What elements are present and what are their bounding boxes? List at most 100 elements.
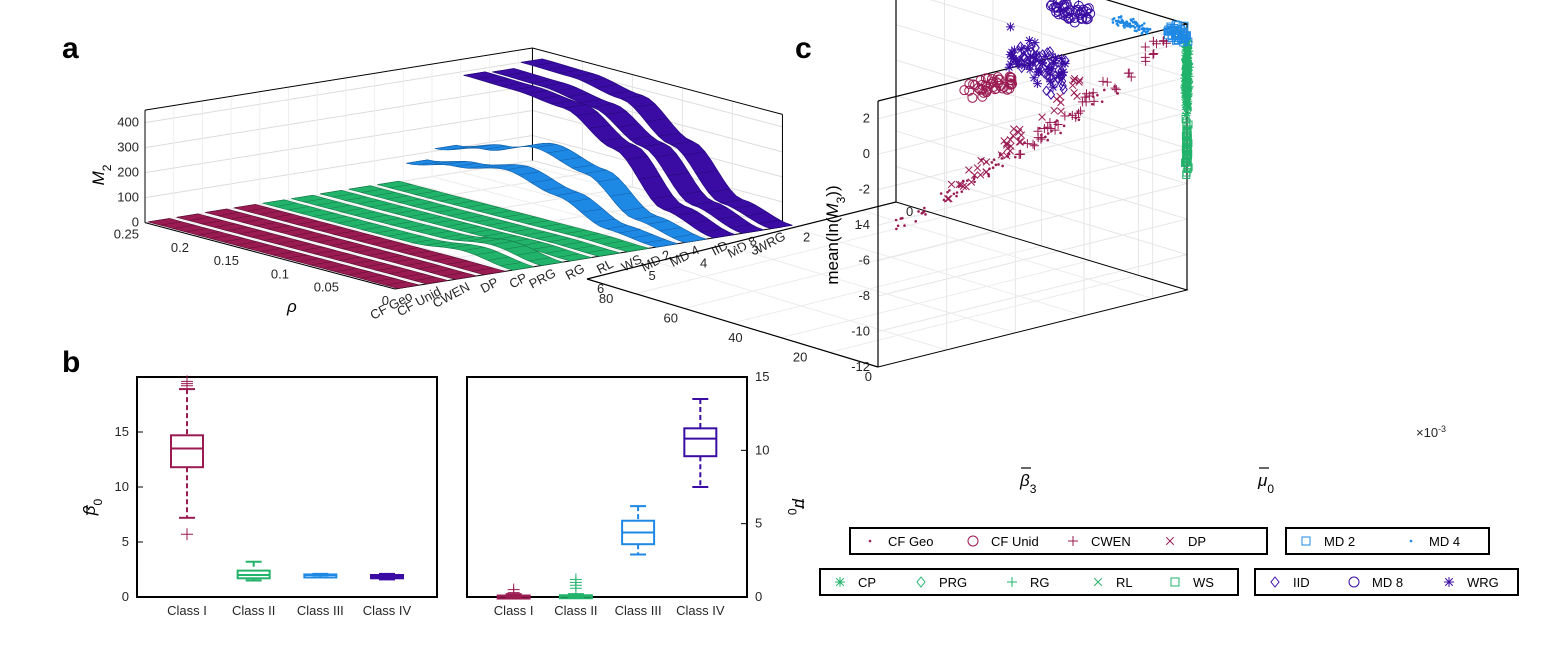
z-axis-label-part: 3 [834,196,848,203]
legend-box [1254,568,1519,596]
ribbon-mesh-line [498,225,521,230]
scatter-point [977,156,985,165]
legend-2: MD 2 MD 4 [1285,527,1490,555]
scatter-point [1083,3,1094,14]
z-tick-label: 0 [132,215,139,230]
ribbon-mesh-line [670,140,693,145]
ribbon-mesh-line [593,218,616,223]
ribbon-mesh-line [557,253,580,258]
ribbon-mesh-line [536,234,558,239]
scatter-point [1060,111,1070,121]
ribbon-mesh-line [395,209,417,214]
ribbon-mesh-line [468,164,491,169]
z-axis-label-sub: 2 [100,164,114,171]
scatter-point [1135,22,1139,26]
scatter-point [1031,42,1040,54]
ribbon-mesh-line [433,257,456,262]
mu-tick-label: 2 [803,230,810,245]
scatter-point [1184,93,1192,101]
scatter-point [1025,64,1035,74]
scatter-point [1053,119,1063,129]
ribbon-mesh-line [602,240,625,245]
scatter-point [1057,98,1065,107]
scatter-point [945,194,953,203]
ribbon-mesh-line [683,151,706,156]
panel-c-scatter-3d: 20-2-4-6-8-10-120204060800123456×10-3mea… [586,0,1446,496]
ribbon-mesh-line [320,190,342,195]
ribbon-mesh-line [470,229,492,234]
scatter-point [1008,51,1018,61]
scatter-point [1112,17,1116,20]
legend-label: CWEN [1091,534,1131,549]
box-class-iii [303,572,338,579]
y-tick-label: 5 [755,516,762,531]
legend-label: DP [1188,534,1206,549]
ribbon-mesh-line [337,219,360,224]
b-left-axes-box [136,376,438,598]
scatter-point [1052,95,1061,103]
ribbon-mesh-line [370,203,392,208]
category-label: Class I [494,603,534,618]
scatter-point [1046,132,1050,135]
scatter-point [955,191,959,194]
mu-exponent-label: ×10-3 [1416,424,1446,440]
ribbon-mesh-line [622,207,644,212]
y-tick-label: 10 [755,442,769,457]
ribbon-mesh-line [617,123,639,128]
z-tick-label: 200 [117,165,139,180]
grid-line [780,260,1091,339]
ribbon-mesh-line [380,255,402,260]
ribbon-mesh-line [618,229,641,234]
ribbon-mesh-line [267,225,290,230]
ribbon-mesh-line [160,221,182,226]
legend-marker [1165,536,1175,546]
scatter-point [1050,53,1060,63]
scatter-point [964,79,975,90]
ribbon-mesh-line [246,207,269,212]
ribbon-mesh-line [629,135,652,140]
ribbon-mesh-line [529,79,552,84]
grid-line [683,230,994,309]
ribbon-mesh-line [414,190,437,195]
ribbon-mesh-line [523,231,546,236]
y-tick-label: 15 [115,424,129,439]
beta-axis-label-sub: 3 [1030,482,1037,496]
ribbon-mesh-line [423,205,446,210]
scatter-point [1144,30,1148,34]
ribbon-mesh-line [452,200,475,205]
z-tick-label: -4 [858,217,870,232]
category-label: Class III [297,603,344,618]
model-tick-label: RG [563,261,587,283]
ribbon-mesh-line [589,236,612,241]
ribbon-mesh-line [601,137,623,142]
legend-1: CF Geo CF Unid CWEN DP [849,527,1268,555]
scatter-point [1053,9,1064,20]
legend-label: CF Geo [888,534,934,549]
ribbon-mesh-line [684,238,707,243]
ribbon-mesh-line [437,243,460,247]
ribbon-mesh-line [210,234,232,239]
ribbon-mesh-line [314,250,336,255]
scatter-point [1055,119,1059,122]
ribbon-mesh-line [360,274,382,279]
scatter-point [1038,57,1048,67]
scatter-point [997,163,1000,166]
ribbon-mesh-line [626,155,648,160]
scatter-point [1117,16,1121,19]
scatter-point [1182,153,1191,162]
scatter-point [1119,20,1122,24]
ribbon-mesh-line [461,215,483,220]
scatter-point [1046,138,1050,142]
legend-box [849,527,1268,555]
legend-marker [1007,577,1017,587]
ribbon-mesh-line [310,261,332,266]
ribbon-mesh-line [492,68,514,73]
ribbon-mesh-line [531,178,553,183]
ribbon-mesh-line [583,77,606,82]
scatter-point [1183,148,1192,157]
ribbon-mesh-line [481,164,503,169]
mu-exponent-base: ×10 [1416,425,1438,440]
scatter-point [946,190,949,194]
ribbon-mesh-line [353,211,376,216]
outlier [181,528,193,541]
